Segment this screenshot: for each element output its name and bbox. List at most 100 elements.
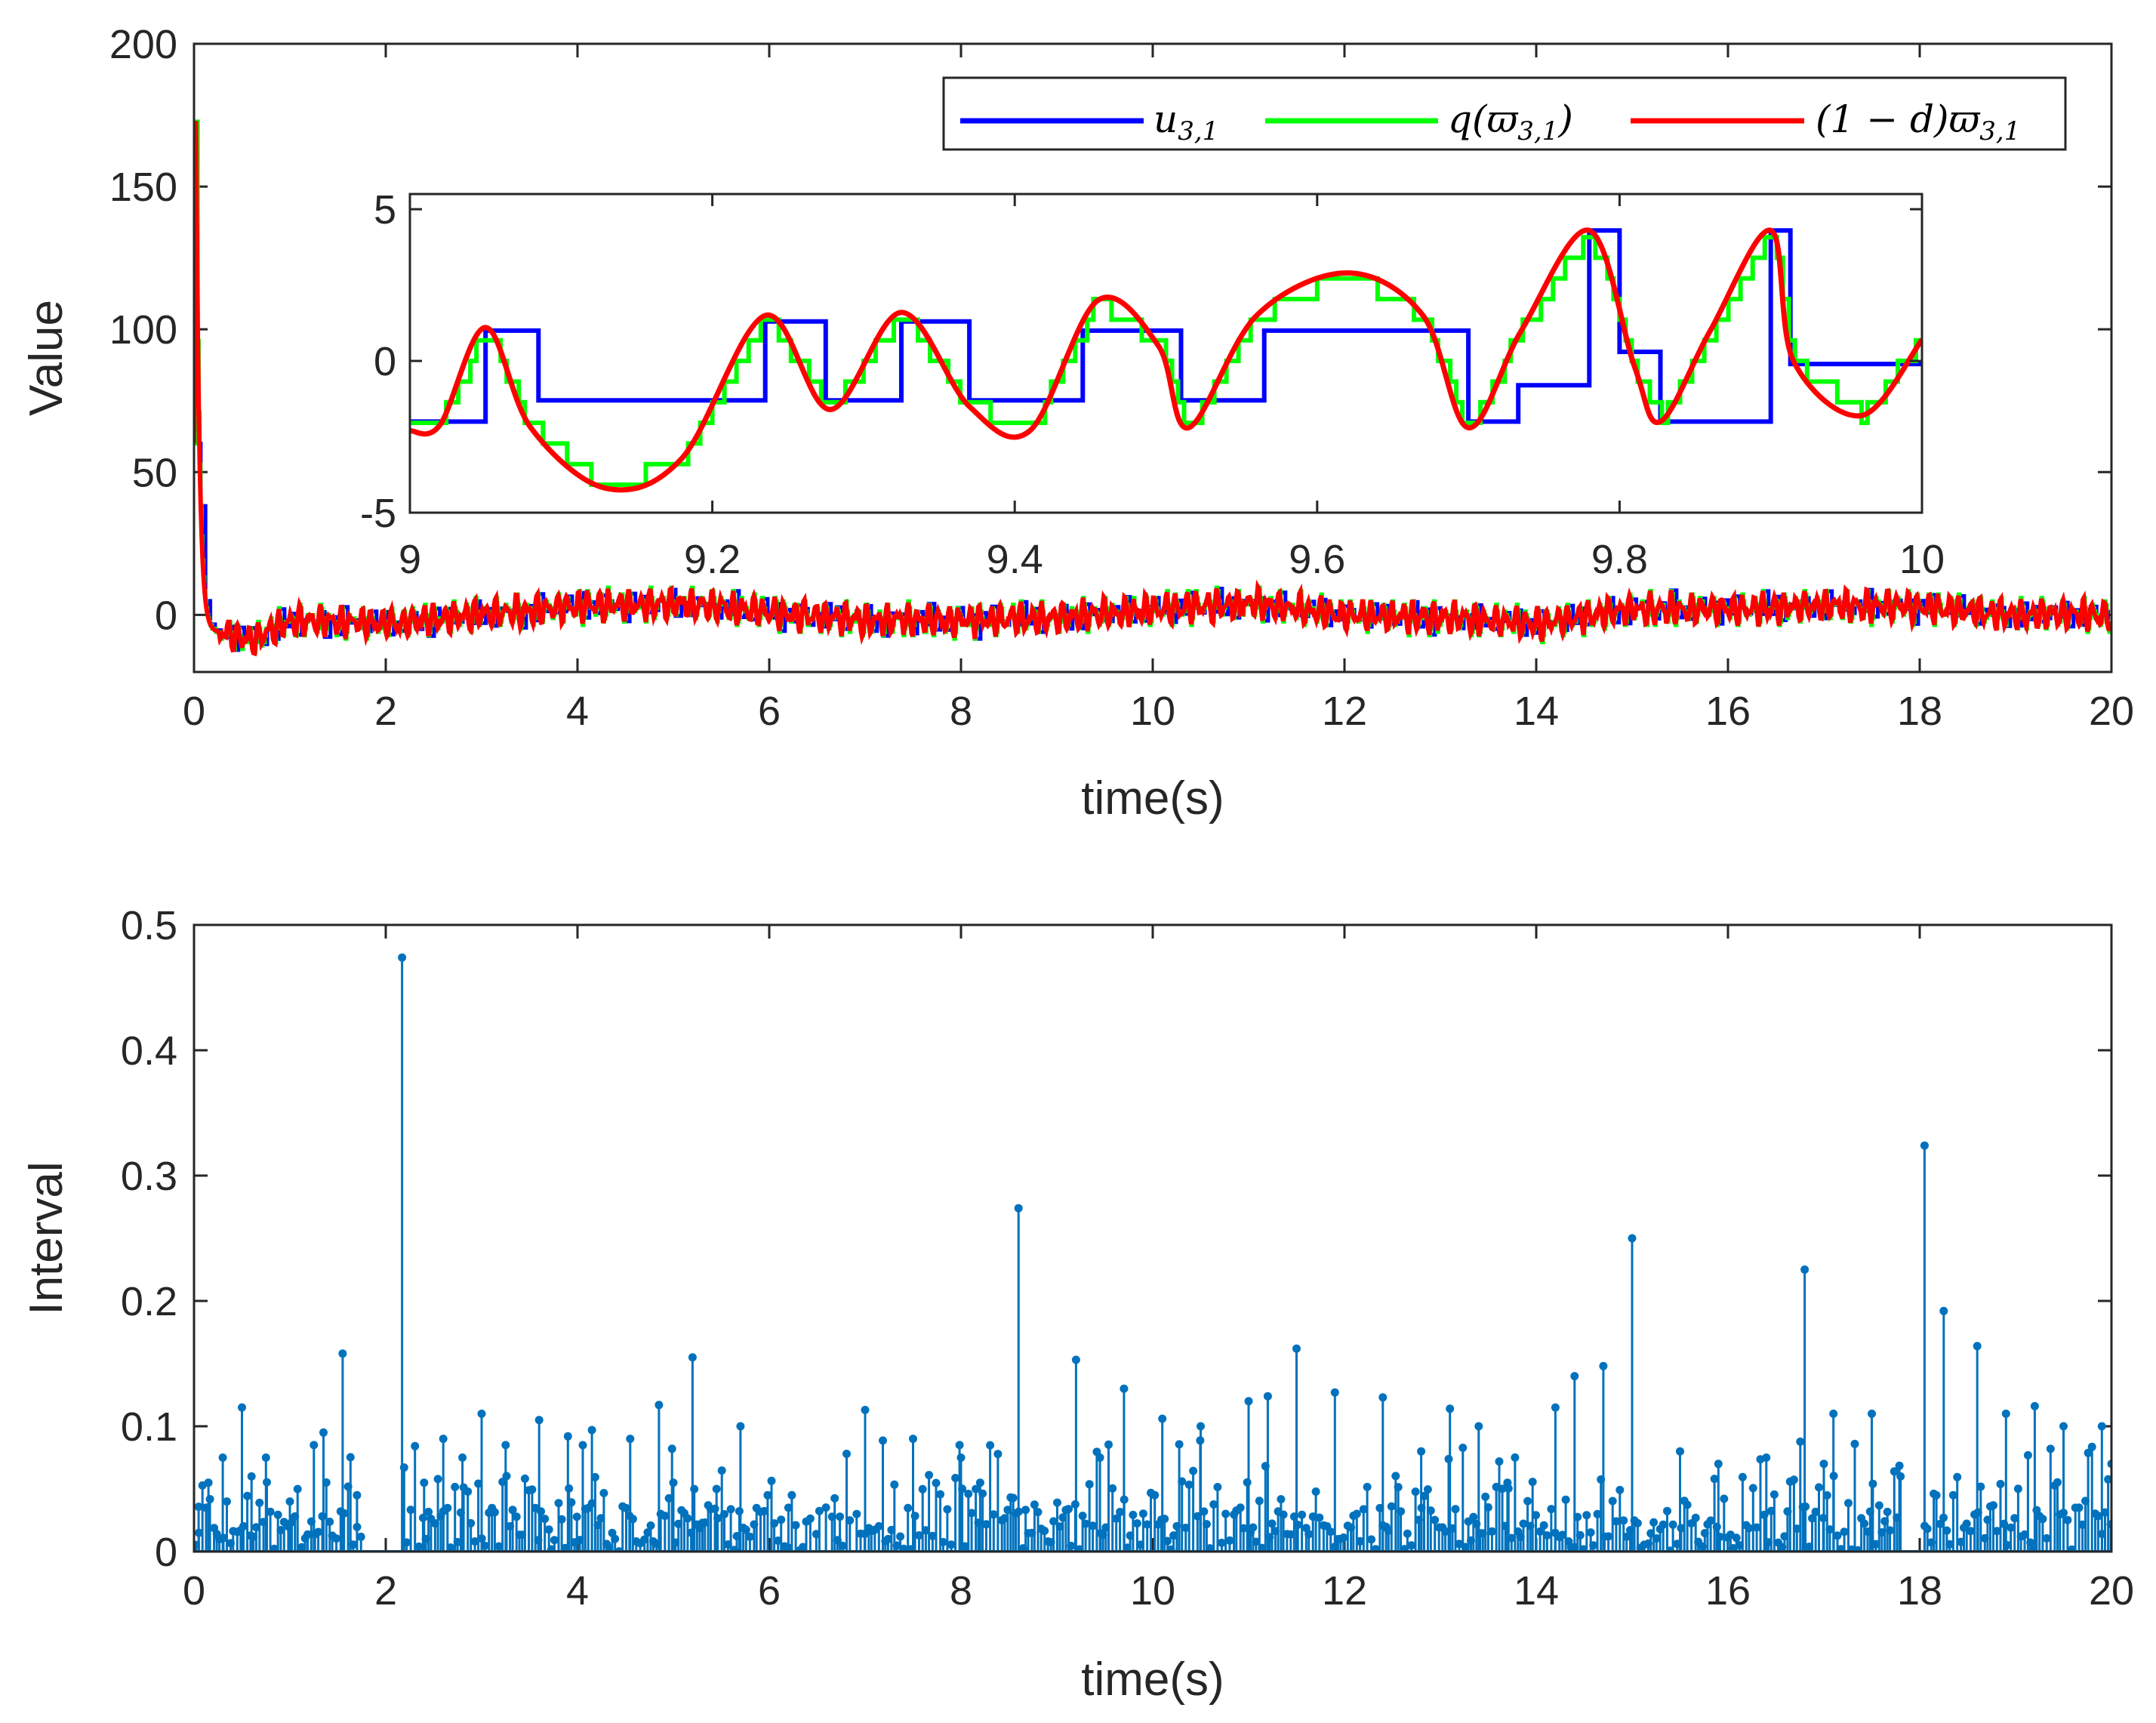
inset-ytick-label: 0 xyxy=(374,339,396,384)
stem-marker xyxy=(1748,1484,1757,1493)
stem-marker xyxy=(1304,1530,1314,1539)
stem-marker xyxy=(2063,1515,2072,1524)
stem-marker xyxy=(2104,1475,2111,1484)
stem-marker xyxy=(1411,1487,1420,1496)
bottom-xtick-label: 18 xyxy=(1897,1568,1942,1614)
stem-marker xyxy=(1819,1459,1828,1469)
stem-marker xyxy=(975,1478,984,1487)
stem-marker xyxy=(1049,1517,1058,1526)
stem-marker xyxy=(1528,1478,1537,1487)
stem-marker xyxy=(1249,1523,1258,1532)
stem-marker xyxy=(266,1507,275,1516)
stem-marker xyxy=(1387,1502,1396,1511)
stem-marker xyxy=(712,1484,721,1493)
stem-marker xyxy=(310,1441,319,1450)
stem-marker xyxy=(2097,1422,2106,1431)
stem-marker xyxy=(611,1534,620,1543)
stem-marker xyxy=(1431,1515,1440,1524)
top-xtick-label: 0 xyxy=(183,689,205,734)
stem-marker xyxy=(1840,1527,1849,1537)
stem-marker xyxy=(2084,1448,2093,1457)
stem-marker xyxy=(896,1532,905,1541)
stem-marker xyxy=(1244,1397,1253,1406)
stem-marker xyxy=(2053,1478,2062,1487)
stem-marker xyxy=(1659,1520,1668,1529)
stem-marker xyxy=(1030,1500,1039,1509)
stem-marker xyxy=(1868,1409,1876,1418)
stem-marker xyxy=(1633,1518,1642,1527)
stem-marker xyxy=(654,1401,664,1410)
stem-marker xyxy=(319,1428,328,1437)
stem-marker xyxy=(1455,1540,1464,1549)
stem-marker xyxy=(1953,1472,1962,1481)
stem-marker xyxy=(194,1528,203,1537)
stem-marker xyxy=(972,1484,981,1493)
bottom-xtick-label: 16 xyxy=(1705,1568,1751,1614)
stem-marker xyxy=(760,1506,768,1515)
stem-marker xyxy=(332,1534,341,1543)
stem-marker xyxy=(501,1441,510,1450)
stem-marker xyxy=(1996,1480,2005,1488)
stem-marker xyxy=(537,1507,545,1516)
stem-marker xyxy=(1175,1440,1184,1449)
stem-marker xyxy=(2059,1422,2068,1431)
stem-marker xyxy=(1874,1501,1883,1510)
stem-marker xyxy=(1451,1505,1460,1514)
stem-marker xyxy=(1014,1204,1023,1213)
bottom-xtick-label: 2 xyxy=(374,1568,397,1614)
stem-marker xyxy=(512,1512,521,1521)
stem-marker xyxy=(1407,1541,1416,1550)
stem-marker xyxy=(303,1530,312,1539)
stem-marker xyxy=(1143,1520,1152,1529)
stem-marker xyxy=(1932,1490,1941,1500)
stem-marker xyxy=(1976,1482,1985,1491)
stem-marker xyxy=(646,1521,655,1530)
stem-marker xyxy=(1948,1490,1957,1500)
stem-marker xyxy=(470,1537,479,1546)
stem-marker xyxy=(1966,1527,1975,1536)
stem-marker xyxy=(1095,1453,1104,1462)
top-ylabel: Value xyxy=(20,300,72,416)
stem-marker xyxy=(557,1515,566,1524)
stem-marker xyxy=(1519,1519,1528,1528)
stem-marker xyxy=(1612,1517,1621,1526)
inset-series-u xyxy=(410,228,1922,424)
stem-marker xyxy=(599,1489,608,1497)
stem-marker xyxy=(967,1509,976,1518)
stem-marker xyxy=(943,1505,952,1514)
stem-marker xyxy=(726,1505,735,1514)
stem-marker xyxy=(1202,1520,1211,1529)
stem-marker xyxy=(285,1497,294,1506)
top-xtick-label: 20 xyxy=(2089,689,2134,734)
stem-marker xyxy=(1668,1520,1677,1529)
stem-marker xyxy=(1532,1511,1540,1520)
bottom-axes-box xyxy=(192,923,2113,1553)
stem-marker xyxy=(842,1450,851,1458)
stem-marker xyxy=(683,1514,692,1523)
inset-xtick-label: 9.6 xyxy=(1289,537,1345,582)
stem-marker xyxy=(2087,1442,2096,1451)
stem-marker xyxy=(1800,1265,1810,1274)
stem-marker xyxy=(446,1543,455,1552)
stem-marker xyxy=(1622,1532,1631,1541)
bottom-ytick-label: 0.5 xyxy=(121,903,177,948)
stem-marker xyxy=(1599,1361,1608,1370)
stem-marker xyxy=(1089,1521,1098,1530)
stem-marker xyxy=(1604,1532,1613,1541)
stem-marker xyxy=(955,1441,964,1450)
stem-marker xyxy=(544,1525,553,1534)
stem-marker xyxy=(424,1507,433,1516)
stem-marker xyxy=(2010,1514,2019,1523)
stem-marker xyxy=(993,1450,1003,1459)
stem-marker xyxy=(1535,1527,1545,1536)
stem-marker xyxy=(1789,1475,1798,1484)
stem-marker xyxy=(1886,1526,1895,1535)
stem-marker xyxy=(1920,1141,1929,1150)
stem-marker xyxy=(2020,1530,2029,1539)
stem-marker xyxy=(1116,1508,1125,1516)
stem-marker xyxy=(1883,1507,1892,1516)
stem-marker xyxy=(1712,1522,1721,1531)
stem-marker xyxy=(194,1503,203,1512)
top-ytick-label: 50 xyxy=(132,450,177,495)
stem-marker xyxy=(1104,1440,1113,1449)
